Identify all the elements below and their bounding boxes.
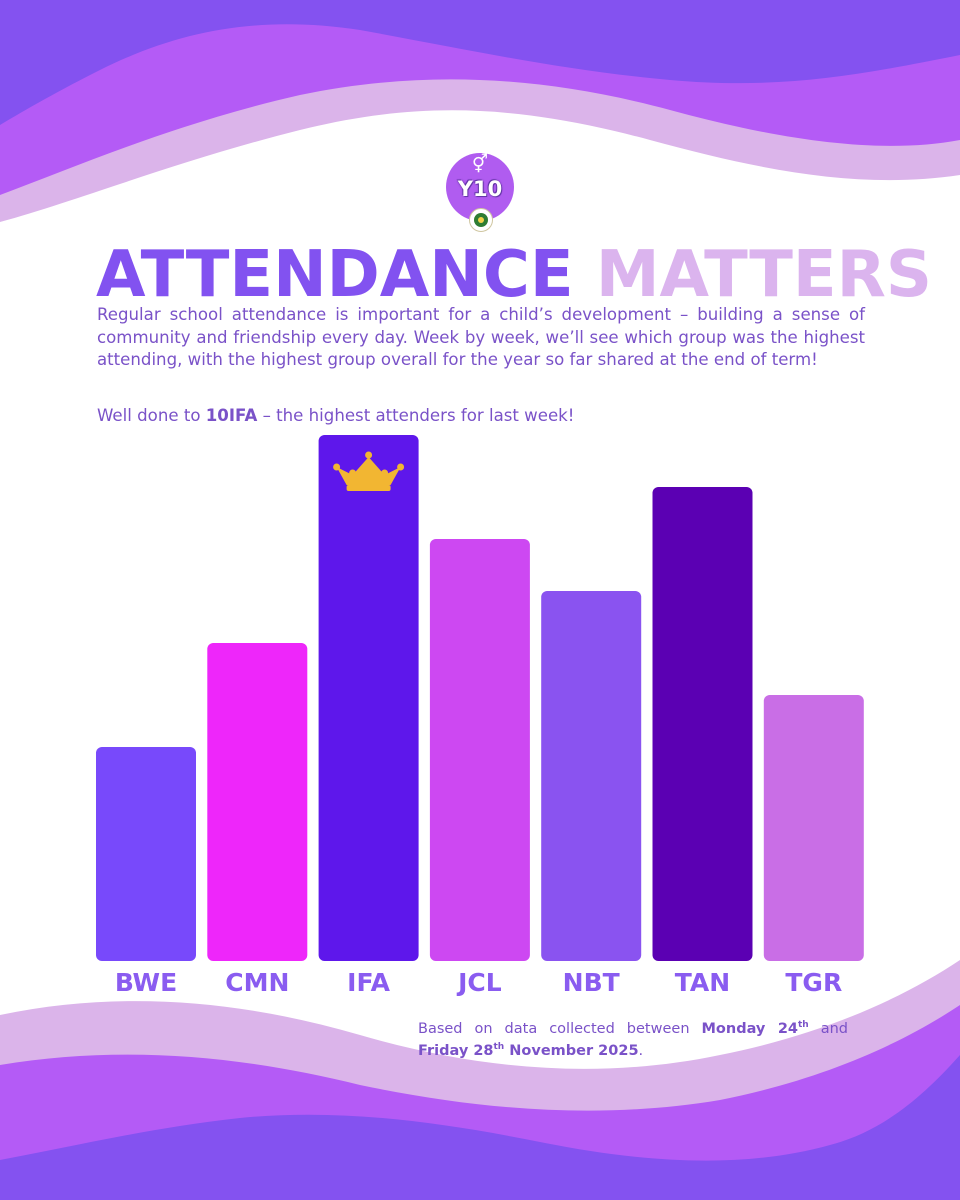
crown-icon	[333, 451, 405, 491]
x-tick-label-nbt: NBT	[563, 968, 620, 997]
bar-nbt	[541, 591, 642, 961]
school-crest-emblem	[478, 217, 484, 223]
bar-jcl	[429, 539, 530, 961]
x-tick-label-tan: TAN	[675, 968, 730, 997]
well-done-prefix: Well done to	[97, 406, 206, 425]
intro-paragraph: Regular school attendance is important f…	[97, 305, 865, 369]
bar-bwe	[96, 747, 196, 961]
footnote-end-suffix: th	[493, 1042, 505, 1053]
x-tick-label-bwe: BWE	[115, 968, 177, 997]
footnote-end-date: Friday 28th November 2025	[418, 1043, 639, 1059]
winning-group: 10IFA	[205, 406, 258, 425]
bar-cmn	[207, 643, 308, 961]
data-period-footnote: Based on data collected between Monday 2…	[418, 1018, 848, 1062]
bottom-wave-dark	[0, 1055, 960, 1200]
top-wave-decoration	[0, 0, 960, 222]
title-attendance: ATTENDANCE	[96, 238, 574, 312]
footnote-conjunction: and	[808, 1021, 848, 1037]
footnote-start-suffix: th	[798, 1020, 809, 1031]
school-crest-icon	[469, 208, 493, 232]
attendance-bar-chart: BWE CMN IFA JCL NBT TAN TGR	[96, 435, 864, 997]
x-tick-label-cmn: CMN	[225, 968, 289, 997]
bar-ifa	[318, 435, 419, 961]
footnote-end-rest: November 2025	[504, 1043, 639, 1059]
footnote-prefix: Based on data collected between	[418, 1021, 702, 1037]
bar-tgr	[763, 695, 864, 961]
footnote-start-day: Monday 24	[701, 1021, 799, 1037]
x-tick-label-tgr: TGR	[785, 968, 842, 997]
x-tick-label-ifa: IFA	[347, 968, 391, 997]
well-done-message: Well done to 10IFA – the highest attende…	[97, 405, 865, 427]
title-matters: MATTERS	[595, 238, 932, 312]
x-tick-label-jcl: JCL	[456, 968, 502, 997]
well-done-suffix: – the highest attenders for last week!	[257, 406, 575, 425]
footnote-suffix: .	[638, 1043, 644, 1059]
year-group-label: Y10	[457, 177, 503, 201]
footnote-start-date: Monday 24th	[702, 1021, 809, 1037]
footnote-end-day: Friday 28	[418, 1043, 494, 1059]
top-wave-dark	[0, 0, 960, 125]
bottom-wave-decoration	[0, 960, 960, 1200]
page-title: ATTENDANCE MATTERS	[96, 238, 932, 312]
gender-symbol-icon: ⚥	[471, 154, 489, 175]
bar-tan	[652, 487, 753, 961]
